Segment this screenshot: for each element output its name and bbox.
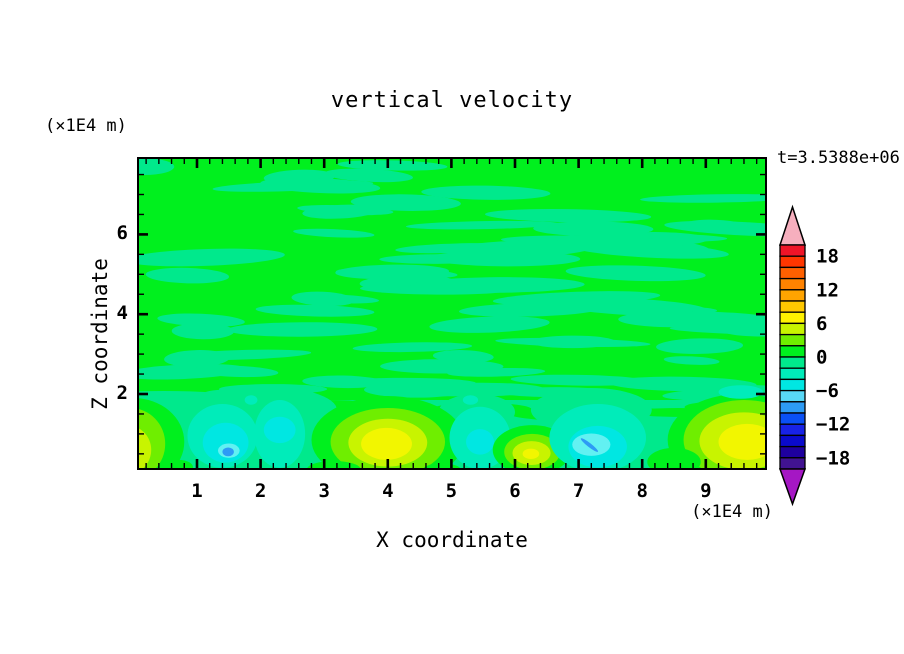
streak	[722, 327, 767, 337]
colorbar-segment	[779, 333, 806, 347]
x-tick-label: 9	[700, 480, 712, 502]
streak	[324, 168, 413, 183]
streak	[405, 220, 560, 230]
colorbar-segment	[779, 266, 806, 280]
streak	[663, 356, 720, 365]
streak	[350, 194, 461, 211]
colorbar-segment	[779, 300, 806, 313]
colorbar-segment	[779, 412, 806, 425]
colorbar-segment	[779, 311, 806, 325]
streak	[401, 253, 475, 263]
z-axis-unit-label: (×1E4 m)	[45, 116, 127, 136]
streak	[157, 313, 245, 327]
x-axis-label: X coordinate	[376, 528, 528, 552]
x-tick-label: 8	[636, 480, 648, 502]
x-tick-label: 4	[382, 480, 394, 502]
streak	[484, 209, 652, 223]
x-tick-label: 7	[572, 480, 585, 502]
streak	[226, 322, 378, 337]
streak	[374, 386, 520, 397]
colorbar-tick-label: −18	[816, 447, 850, 469]
colorbar-segment	[779, 445, 806, 459]
colorbar-segment	[779, 401, 806, 414]
x-tick-label: 5	[445, 480, 458, 502]
contour-ring-downdraft-1	[222, 447, 234, 457]
streak	[664, 221, 767, 237]
colorbar-segment	[779, 289, 806, 302]
colorbar-segment	[779, 277, 806, 291]
streak	[533, 221, 654, 237]
colorbar-over-arrow	[778, 204, 807, 246]
streak	[652, 311, 767, 328]
colorbar-segment	[779, 345, 806, 358]
z-tick-label: 4	[116, 302, 128, 325]
colorbar-segment	[779, 434, 806, 448]
streak	[352, 342, 473, 353]
colorbar-tick-label: 18	[816, 246, 839, 268]
contour-ring-downdraft-4	[580, 438, 599, 452]
streak	[421, 185, 551, 200]
time-label: t=3.5388e+06	[777, 148, 900, 168]
streak	[137, 248, 285, 267]
x-tick-label: 2	[254, 480, 267, 502]
x-tick-label: 6	[509, 480, 521, 502]
colorbar-segment	[779, 457, 806, 470]
streak	[293, 228, 375, 238]
colorbar-segment	[779, 389, 806, 403]
contour-ring-downdraft-3	[466, 429, 495, 455]
colorbar-tick-label: 12	[816, 279, 839, 301]
streak	[570, 241, 729, 259]
streak	[447, 367, 546, 377]
z-tick-label: 2	[116, 382, 128, 404]
streak	[429, 316, 550, 333]
z-tick-label: 6	[116, 222, 128, 245]
streak	[167, 349, 312, 361]
colorbar-segment	[779, 378, 806, 392]
x-axis-unit-label: (×1E4 m)	[691, 502, 773, 522]
streak	[191, 365, 279, 378]
streak	[640, 194, 767, 203]
streak	[337, 160, 448, 171]
contour-ring-speck-1	[244, 395, 258, 405]
contour-ring-updraft-right-edge	[718, 423, 767, 460]
streak	[260, 177, 381, 194]
x-tick-label: 1	[191, 480, 203, 502]
streak	[294, 294, 380, 304]
streak	[302, 204, 378, 219]
colorbar-segment	[779, 423, 806, 437]
colorbar: 18 12 6 0 −6 −12 −18	[778, 204, 850, 507]
contour-plot	[137, 157, 767, 470]
streak	[656, 338, 744, 354]
streak	[171, 323, 234, 340]
colorbar-under-arrow	[778, 468, 807, 507]
contour-ring-gap-4	[647, 447, 701, 470]
colorbar-segment	[779, 255, 806, 269]
contour-ring-speck-2	[462, 395, 479, 405]
streak	[410, 277, 585, 293]
streak	[510, 374, 648, 386]
contour-ring-updraft-left-edge	[137, 427, 152, 470]
contour-ring-downdraft-2	[263, 416, 296, 444]
colorbar-segment	[779, 356, 806, 369]
contour-ring-gap-2	[307, 461, 361, 470]
colorbar-segment	[779, 322, 806, 336]
colorbar-segment	[779, 244, 806, 257]
colorbar-tick-label: 6	[816, 313, 827, 335]
streak	[458, 302, 601, 317]
streak	[145, 267, 230, 284]
contour-ring-updraft-ring	[522, 448, 540, 460]
plot-title: vertical velocity	[330, 88, 574, 113]
contour-ring-speck-3	[718, 385, 764, 399]
streak	[565, 265, 706, 282]
plot-border	[137, 157, 767, 470]
x-tick-label: 3	[318, 480, 330, 502]
colorbar-tick-label: −6	[816, 380, 839, 402]
colorbar-tick-label: −12	[816, 414, 850, 436]
streak	[255, 304, 375, 317]
colorbar-segment	[779, 367, 806, 381]
colorbar-tick-label: 0	[816, 347, 827, 369]
streak	[495, 337, 651, 347]
contour-ring-updraft-main	[361, 427, 412, 460]
